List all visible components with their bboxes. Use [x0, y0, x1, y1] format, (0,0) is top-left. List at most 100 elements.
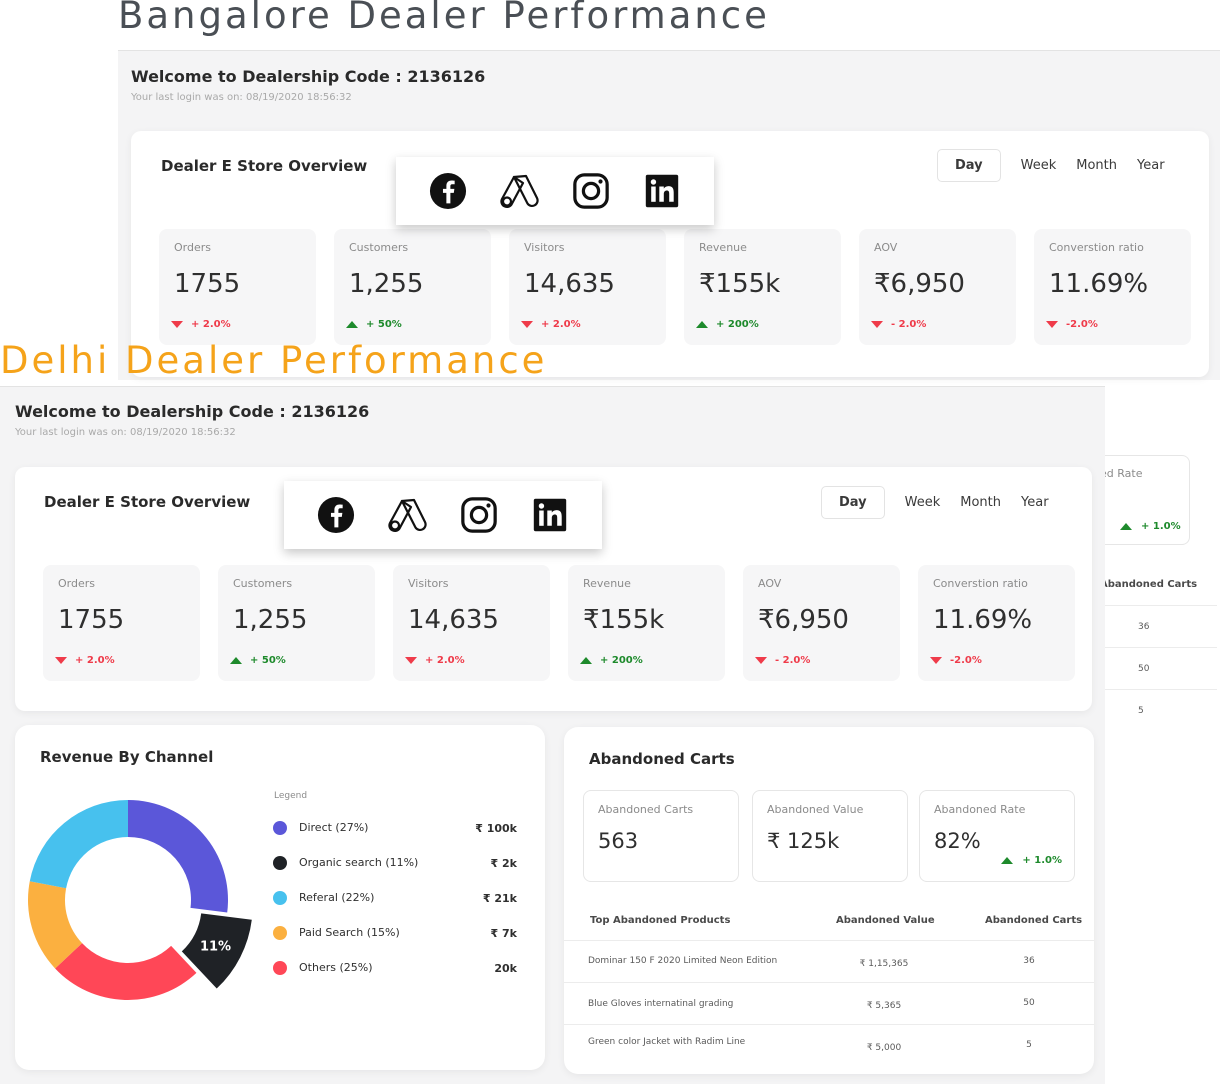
- instagram-icon[interactable]: [571, 171, 611, 211]
- facebook-icon[interactable]: [316, 495, 356, 535]
- overview-title: Dealer E Store Overview: [161, 157, 368, 175]
- stat-card-visitors[interactable]: Visitors 14,635 + 2.0%: [393, 565, 550, 681]
- linkedin-icon[interactable]: [642, 171, 682, 211]
- product-value: ₹ 5,365: [866, 1001, 902, 1011]
- table-row[interactable]: Green color Jacket with Radim Line ₹ 5,0…: [564, 1024, 1094, 1066]
- period-day[interactable]: Day: [937, 149, 1001, 182]
- last-login-text: Your last login was on: 08/19/2020 18:56…: [15, 427, 236, 438]
- social-icons-popup: [396, 157, 714, 225]
- period-week[interactable]: Week: [1020, 158, 1057, 173]
- stat-delta-text: - 2.0%: [775, 655, 811, 666]
- stat-card-converstion-ratio[interactable]: Converstion ratio 11.69% -2.0%: [1034, 229, 1191, 345]
- stat-label: Customers: [233, 577, 293, 590]
- partial-row: 36: [1100, 605, 1217, 647]
- stat-card-converstion-ratio[interactable]: Converstion ratio 11.69% -2.0%: [918, 565, 1075, 681]
- legend-color-swatch: [273, 926, 287, 940]
- stat-card-customers[interactable]: Customers 1,255 + 50%: [334, 229, 491, 345]
- partial-row: 5: [1100, 689, 1217, 731]
- revenue-donut-chart: 11%: [27, 800, 252, 1000]
- bangalore-heading: Bangalore Dealer Performance: [118, 0, 770, 37]
- abandoned-value-box: Abandoned Value ₹ 125k: [752, 790, 908, 882]
- stat-label: Converstion ratio: [933, 577, 1028, 590]
- period-year[interactable]: Year: [1021, 495, 1049, 510]
- abandoned-value-value: ₹ 125k: [767, 829, 840, 853]
- product-name: Green color Jacket with Radim Line: [588, 1037, 746, 1047]
- stat-value: ₹6,950: [758, 605, 849, 635]
- product-carts: 5: [1026, 1040, 1032, 1050]
- stat-value: 1,255: [233, 605, 308, 635]
- legend-item[interactable]: Direct (27%) ₹ 100k: [273, 819, 517, 839]
- product-value: ₹ 1,15,365: [859, 959, 909, 969]
- legend-item[interactable]: Paid Search (15%) ₹ 7k: [273, 924, 517, 944]
- stat-card-aov[interactable]: AOV ₹6,950 - 2.0%: [743, 565, 900, 681]
- google-ads-icon[interactable]: [499, 171, 539, 211]
- up-arrow-icon: [230, 657, 242, 664]
- abandoned-rate-box: Abandoned Rate 82% + 1.0%: [919, 790, 1075, 882]
- stat-delta-text: + 2.0%: [191, 319, 231, 330]
- stat-value: 11.69%: [1049, 269, 1149, 299]
- partial-cart-value: 50: [1138, 664, 1150, 674]
- delhi-heading: Delhi Dealer Performance: [0, 339, 548, 382]
- col-abandoned-carts: Abandoned Carts: [985, 915, 1083, 926]
- stat-card-revenue[interactable]: Revenue ₹155k + 200%: [568, 565, 725, 681]
- period-month[interactable]: Month: [1076, 158, 1118, 173]
- table-row[interactable]: Dominar 150 F 2020 Limited Neon Edition …: [564, 940, 1094, 982]
- stat-card-orders[interactable]: Orders 1755 + 2.0%: [43, 565, 200, 681]
- stat-value: 1755: [174, 269, 241, 299]
- stat-value: 14,635: [524, 269, 615, 299]
- period-week[interactable]: Week: [904, 495, 941, 510]
- bangalore-dashboard: Welcome to Dealership Code : 2136126 You…: [118, 50, 1220, 738]
- product-carts: 36: [1023, 956, 1035, 966]
- stat-delta: + 2.0%: [171, 319, 231, 330]
- donut-slice-referal[interactable]: [29, 800, 129, 889]
- stat-card-customers[interactable]: Customers 1,255 + 50%: [218, 565, 375, 681]
- product-value: ₹ 5,000: [866, 1043, 902, 1053]
- stat-card-aov[interactable]: AOV ₹6,950 - 2.0%: [859, 229, 1016, 345]
- period-month[interactable]: Month: [960, 495, 1002, 510]
- down-arrow-icon: [930, 657, 942, 664]
- stat-delta: + 200%: [696, 319, 759, 330]
- stat-card-revenue[interactable]: Revenue ₹155k + 200%: [684, 229, 841, 345]
- stat-value: 14,635: [408, 605, 499, 635]
- table-row[interactable]: Blue Gloves internatinal grading ₹ 5,365…: [564, 982, 1094, 1024]
- donut-slice-direct[interactable]: [128, 800, 229, 913]
- stat-delta-text: + 2.0%: [541, 319, 581, 330]
- stat-delta-text: + 2.0%: [75, 655, 115, 666]
- stat-card-orders[interactable]: Orders 1755 + 2.0%: [159, 229, 316, 345]
- stat-delta: + 200%: [580, 655, 643, 666]
- up-arrow-icon: [1001, 857, 1014, 864]
- instagram-icon[interactable]: [459, 495, 499, 535]
- google-ads-icon[interactable]: [387, 495, 427, 535]
- stat-delta-text: -2.0%: [1066, 319, 1098, 330]
- legend-value: ₹ 21k: [482, 892, 517, 905]
- legend-name: Direct (27%): [299, 821, 369, 834]
- period-day[interactable]: Day: [821, 486, 885, 519]
- legend-color-swatch: [273, 891, 287, 905]
- stat-label: Revenue: [699, 241, 747, 254]
- partial-cart-value: 36: [1138, 622, 1150, 632]
- donut-slice-organic-search[interactable]: [181, 913, 252, 989]
- legend-item[interactable]: Organic search (11%) ₹ 2k: [273, 854, 517, 874]
- legend-item[interactable]: Referal (22%) ₹ 21k: [273, 889, 517, 909]
- product-carts: 50: [1023, 998, 1035, 1008]
- stat-label: Orders: [174, 241, 211, 254]
- period-year[interactable]: Year: [1137, 158, 1165, 173]
- facebook-icon[interactable]: [428, 171, 468, 211]
- abandoned-rate-delta-text: + 1.0%: [1022, 855, 1062, 866]
- stat-card-visitors[interactable]: Visitors 14,635 + 2.0%: [509, 229, 666, 345]
- stat-delta: - 2.0%: [755, 655, 810, 666]
- abandoned-carts-label: Abandoned Carts: [598, 803, 694, 816]
- donut-slice-others[interactable]: [55, 943, 197, 1000]
- legend-item[interactable]: Others (25%) 20k: [273, 959, 517, 979]
- linkedin-icon[interactable]: [530, 495, 570, 535]
- legend-color-swatch: [273, 856, 287, 870]
- stat-label: Customers: [349, 241, 409, 254]
- stat-value: ₹155k: [583, 605, 665, 635]
- legend-title: Legend: [274, 791, 308, 801]
- stat-delta-text: - 2.0%: [891, 319, 927, 330]
- stat-label: Orders: [58, 577, 95, 590]
- down-arrow-icon: [55, 657, 67, 664]
- up-arrow-icon: [696, 321, 708, 328]
- stat-delta: - 2.0%: [871, 319, 926, 330]
- donut-slice-paid-search[interactable]: [27, 881, 83, 969]
